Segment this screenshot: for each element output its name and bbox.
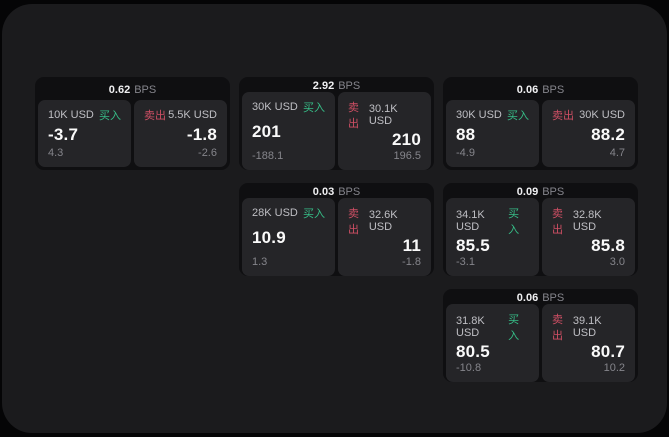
buy-tile[interactable]: 10K USD 买入 -3.7 4.3 [38, 100, 131, 167]
quote-card-2: 2.92 BPS 30K USD 买入 201 -188.1 卖出 30.1K … [239, 77, 434, 170]
sell-tile[interactable]: 卖出 5.5K USD -1.8 -2.6 [134, 100, 227, 167]
sell-notional: 30K USD [579, 109, 625, 121]
spread-value: 0.06 [516, 84, 539, 96]
spread-value: 0.62 [108, 84, 131, 96]
buy-price: -3.7 [48, 124, 79, 144]
buy-price: 10.9 [252, 228, 286, 247]
sell-tile[interactable]: 卖出 30K USD 88.2 4.7 [542, 100, 635, 167]
spread-header: 0.62 BPS [38, 80, 227, 100]
sell-tile[interactable]: 卖出 32.6K USD 11 -1.8 [338, 198, 431, 276]
card-body: 30K USD 买入 88 -4.9 卖出 30K USD 88.2 4.7 [446, 100, 635, 167]
buy-side-label: 买入 [508, 314, 520, 342]
bps-unit-label: BPS [338, 186, 361, 198]
buy-tile[interactable]: 34.1K USD 买入 85.5 -3.1 [446, 198, 539, 276]
buy-price: 80.5 [456, 342, 490, 361]
sell-sub-value: -1.8 [402, 255, 421, 268]
bps-unit-label: BPS [338, 80, 361, 92]
sell-tile[interactable]: 卖出 39.1K USD 80.7 10.2 [542, 304, 635, 382]
buy-side-label: 买入 [508, 208, 520, 236]
buy-notional: 30K USD [456, 109, 502, 121]
sell-price: 88.2 [591, 124, 625, 144]
card-body: 31.8K USD 买入 80.5 -10.8 卖出 39.1K USD 80.… [446, 304, 635, 382]
sell-notional: 39.1K USD [572, 315, 602, 339]
buy-sub-value: -188.1 [252, 149, 284, 162]
spread-header: 0.09 BPS [446, 186, 635, 198]
sell-notional: 32.8K USD [572, 209, 602, 233]
buy-side-label: 买入 [99, 110, 121, 122]
sell-price: -1.8 [186, 124, 217, 144]
sell-price: 85.8 [591, 236, 625, 255]
buy-price: 85.5 [456, 236, 490, 255]
bps-unit-label: BPS [134, 84, 157, 96]
buy-notional: 30K USD [252, 101, 298, 113]
sell-tile[interactable]: 卖出 30.1K USD 210 196.5 [338, 92, 431, 170]
buy-notional: 10K USD [48, 109, 94, 121]
buy-notional: 31.8K USD [456, 315, 485, 339]
buy-tile[interactable]: 30K USD 买入 88 -4.9 [446, 100, 539, 167]
quote-cards-grid: 0.62 BPS 10K USD 买入 -3.7 4.3 卖出 5.5K USD… [35, 77, 638, 382]
spread-value: 2.92 [312, 80, 335, 92]
sell-price: 210 [392, 130, 421, 149]
spread-value: 0.03 [312, 186, 335, 198]
sell-sub-value: 196.5 [393, 149, 421, 162]
sell-side-label: 卖出 [144, 110, 166, 122]
sell-notional: 32.6K USD [368, 209, 398, 233]
spread-value: 0.06 [516, 292, 539, 304]
spread-header: 0.06 BPS [446, 292, 635, 304]
quote-card-4: 0.03 BPS 28K USD 买入 10.9 1.3 卖出 32.6K US… [239, 183, 434, 276]
sell-side-label: 卖出 [348, 208, 359, 236]
sell-notional: 30.1K USD [368, 103, 398, 127]
quote-card-3: 0.06 BPS 30K USD 买入 88 -4.9 卖出 30K USD 8… [443, 77, 638, 170]
sell-notional: 5.5K USD [168, 109, 217, 121]
buy-sub-value: -3.1 [456, 255, 475, 268]
sell-sub-value: -2.6 [198, 147, 217, 159]
buy-tile[interactable]: 31.8K USD 买入 80.5 -10.8 [446, 304, 539, 382]
card-body: 28K USD 买入 10.9 1.3 卖出 32.6K USD 11 -1.8 [242, 198, 431, 276]
bps-unit-label: BPS [542, 84, 565, 96]
sell-side-label: 卖出 [552, 208, 563, 236]
bps-unit-label: BPS [542, 186, 565, 198]
sell-price: 11 [402, 236, 421, 255]
sell-sub-value: 10.2 [603, 361, 625, 374]
buy-price: 201 [252, 122, 281, 141]
buy-notional: 28K USD [252, 207, 298, 219]
sell-price: 80.7 [591, 342, 625, 361]
quote-card-6: 0.06 BPS 31.8K USD 买入 80.5 -10.8 卖出 39.1… [443, 289, 638, 382]
sell-side-label: 卖出 [348, 102, 359, 130]
card-body: 30K USD 买入 201 -188.1 卖出 30.1K USD 210 1… [242, 92, 431, 170]
buy-sub-value: -10.8 [456, 361, 482, 374]
buy-sub-value: 4.3 [48, 147, 64, 159]
buy-tile[interactable]: 28K USD 买入 10.9 1.3 [242, 198, 335, 276]
card-body: 10K USD 买入 -3.7 4.3 卖出 5.5K USD -1.8 -2.… [38, 100, 227, 167]
buy-sub-value: -4.9 [456, 147, 475, 159]
quote-card-1: 0.62 BPS 10K USD 买入 -3.7 4.3 卖出 5.5K USD… [35, 77, 230, 170]
card-body: 34.1K USD 买入 85.5 -3.1 卖出 32.8K USD 85.8… [446, 198, 635, 276]
sell-sub-value: 3.0 [609, 255, 625, 268]
buy-sub-value: 1.3 [252, 255, 268, 268]
sell-tile[interactable]: 卖出 32.8K USD 85.8 3.0 [542, 198, 635, 276]
quote-card-5: 0.09 BPS 34.1K USD 买入 85.5 -3.1 卖出 32.8K… [443, 183, 638, 276]
buy-tile[interactable]: 30K USD 买入 201 -188.1 [242, 92, 335, 170]
buy-notional: 34.1K USD [456, 209, 485, 233]
buy-side-label: 买入 [303, 102, 325, 114]
spread-header: 0.06 BPS [446, 80, 635, 100]
sell-side-label: 卖出 [552, 110, 574, 122]
spread-header: 0.03 BPS [242, 186, 431, 198]
buy-price: 88 [456, 124, 476, 144]
spread-value: 0.09 [516, 186, 539, 198]
bps-unit-label: BPS [542, 292, 565, 304]
buy-side-label: 买入 [303, 208, 325, 220]
spread-header: 2.92 BPS [242, 80, 431, 92]
sell-side-label: 卖出 [552, 314, 563, 342]
sell-sub-value: 4.7 [609, 147, 625, 159]
buy-side-label: 买入 [507, 110, 529, 122]
